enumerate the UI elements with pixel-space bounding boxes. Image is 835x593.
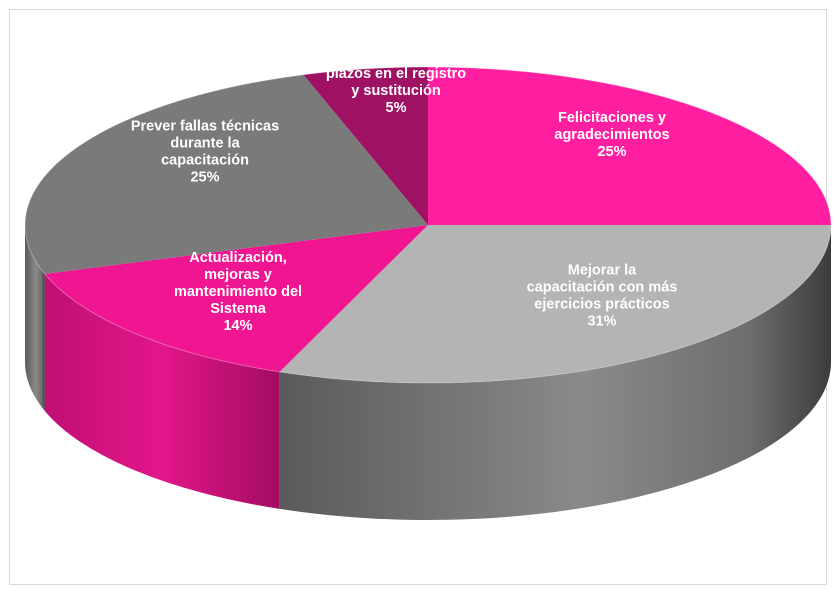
pie-labels: Felicitaciones y agradecimientos 25% Mejora…	[131, 32, 678, 334]
pie-slices	[24, 66, 832, 384]
pie-slice-2	[279, 225, 831, 383]
pie-slice-3	[44, 225, 429, 372]
pie-slice-side-2	[279, 225, 831, 520]
pie-slice-side-3	[44, 273, 280, 509]
pie-slice-1	[428, 67, 831, 225]
pie-slice-label-3: Actualización, mejoras y mantenimiento del…	[174, 250, 302, 334]
pie-slice-label-2: Mejorar la capacitación con más ejercicios…	[527, 263, 678, 330]
pie-slice-label-4: Prever fallas técnicas durante la capacita…	[131, 119, 279, 186]
pie-top-rim	[24, 66, 832, 384]
pie-slice-label-1: Felicitaciones y agradecimientos 25%	[554, 110, 669, 160]
pie-slice-5	[303, 67, 428, 225]
pie-side-walls	[25, 225, 831, 520]
pie-slice-4	[24, 74, 428, 274]
pie-slice-side-4	[25, 225, 45, 411]
pie-slice-label-5: No conceder ampliación de plazos en el reg…	[326, 32, 466, 116]
